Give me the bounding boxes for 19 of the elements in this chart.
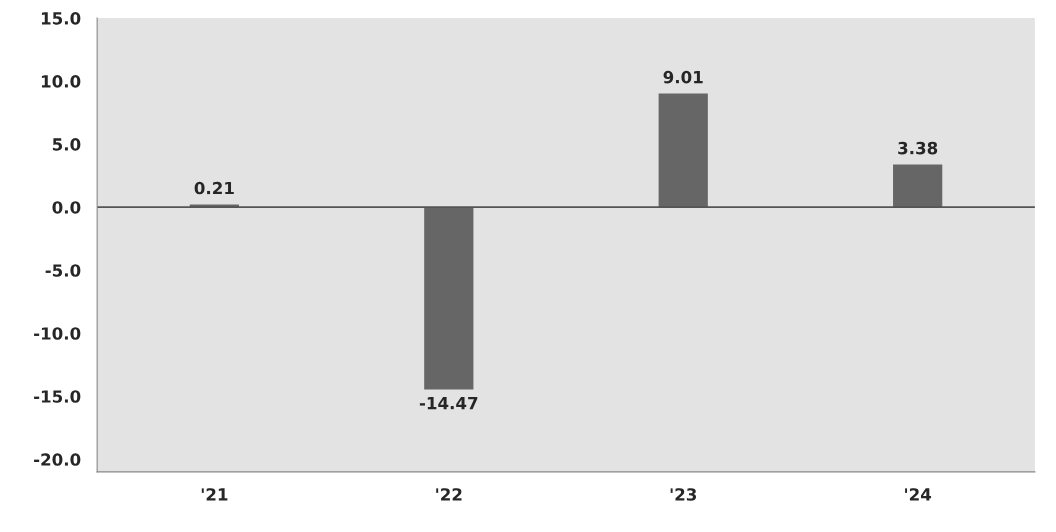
y-tick-label: 5.0 bbox=[52, 138, 81, 151]
y-tick-label: 10.0 bbox=[41, 75, 81, 88]
y-tick-label: 15.0 bbox=[41, 12, 81, 25]
data-label: 3.38 bbox=[898, 141, 938, 155]
x-tick-label: '22 bbox=[436, 488, 462, 501]
x-tick-label: '24 bbox=[905, 488, 932, 501]
x-tick-label: '21 bbox=[201, 488, 228, 501]
y-tick-label: 0.0 bbox=[52, 201, 81, 214]
bar bbox=[893, 164, 943, 208]
data-label: -14.47 bbox=[419, 397, 478, 410]
y-tick-label: -10.0 bbox=[34, 327, 81, 340]
bar bbox=[424, 207, 474, 390]
bar bbox=[658, 93, 708, 208]
data-label: 0.21 bbox=[194, 181, 234, 195]
y-tick-label: -20.0 bbox=[34, 453, 81, 466]
data-label: 9.01 bbox=[663, 70, 703, 84]
y-tick-label: -15.0 bbox=[34, 390, 81, 403]
x-tick-label: '23 bbox=[670, 488, 697, 501]
y-tick-label: -5.0 bbox=[45, 264, 81, 277]
